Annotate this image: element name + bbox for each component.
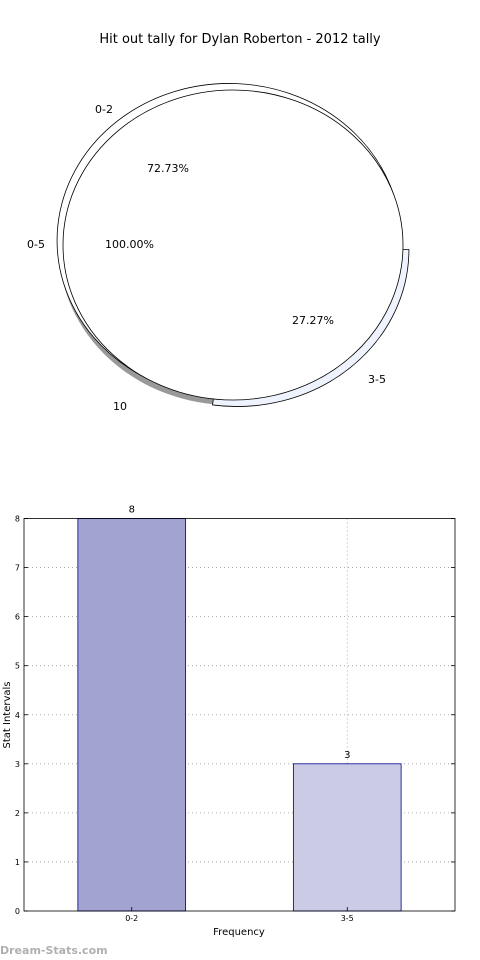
y-tick-label: 0 — [15, 907, 20, 916]
bars — [77, 518, 402, 912]
y-tick-label: 6 — [15, 613, 20, 622]
bar-value-labels: 83 — [129, 505, 351, 761]
y-tick-label: 3 — [15, 760, 20, 769]
outer-label: 0-5 — [27, 238, 45, 251]
bar-value-label: 8 — [129, 505, 135, 516]
slice-percent-3-5: 27.27% — [292, 314, 334, 327]
bar-3-5 — [292, 763, 402, 912]
slice-percent-0-2: 72.73% — [147, 162, 189, 175]
y-tick-label: 5 — [15, 662, 20, 671]
slice-label-3-5: 3-5 — [368, 373, 386, 386]
count-label: 10 — [113, 400, 127, 413]
bar-value-label: 3 — [344, 750, 350, 761]
y-tick-label: 8 — [15, 515, 20, 524]
x-tick-label: 3-5 — [341, 914, 354, 923]
bar-0-2 — [77, 518, 187, 912]
pie-chart: 0-2 72.73% 0-5 100.00% 27.27% 3-5 10 — [27, 83, 410, 413]
outer-percent: 100.00% — [105, 238, 154, 251]
y-tick-label: 4 — [15, 711, 20, 720]
chart-title: Hit out tally for Dylan Roberton - 2012 … — [99, 32, 381, 47]
y-tick-label: 2 — [15, 809, 20, 818]
pie-outer-ring — [62, 89, 404, 401]
x-ticks: 0-2 3-5 — [125, 907, 354, 923]
y-ticks: 0 1 2 3 4 5 6 7 8 — [15, 515, 455, 916]
y-axis-label: Stat Intervals — [2, 681, 13, 748]
slice-label-0-2: 0-2 — [95, 103, 113, 116]
x-axis-label: Frequency — [213, 927, 265, 938]
watermark: Dream-Stats.com — [0, 944, 108, 957]
y-tick-label: 1 — [15, 858, 20, 867]
y-tick-label: 7 — [15, 564, 20, 573]
x-tick-label: 0-2 — [125, 914, 138, 923]
